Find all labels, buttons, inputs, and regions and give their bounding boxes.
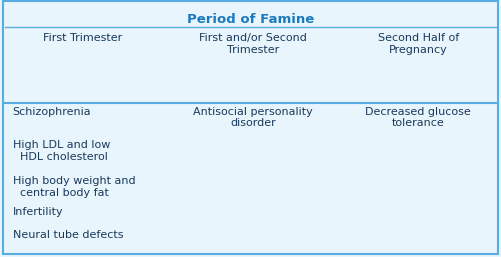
Text: First Trimester: First Trimester — [43, 33, 122, 43]
Text: Decreased glucose
tolerance: Decreased glucose tolerance — [365, 107, 471, 128]
Text: High body weight and
  central body fat: High body weight and central body fat — [13, 176, 135, 198]
Text: Period of Famine: Period of Famine — [187, 13, 314, 26]
Text: Antisocial personality
disorder: Antisocial personality disorder — [193, 107, 313, 128]
Text: Schizophrenia: Schizophrenia — [13, 107, 91, 117]
Text: Second Half of
Pregnancy: Second Half of Pregnancy — [378, 33, 459, 55]
Text: Infertility: Infertility — [13, 207, 63, 217]
Text: Neural tube defects: Neural tube defects — [13, 230, 123, 240]
Text: First and/or Second
Trimester: First and/or Second Trimester — [199, 33, 307, 55]
Text: High LDL and low
  HDL cholesterol: High LDL and low HDL cholesterol — [13, 140, 110, 162]
